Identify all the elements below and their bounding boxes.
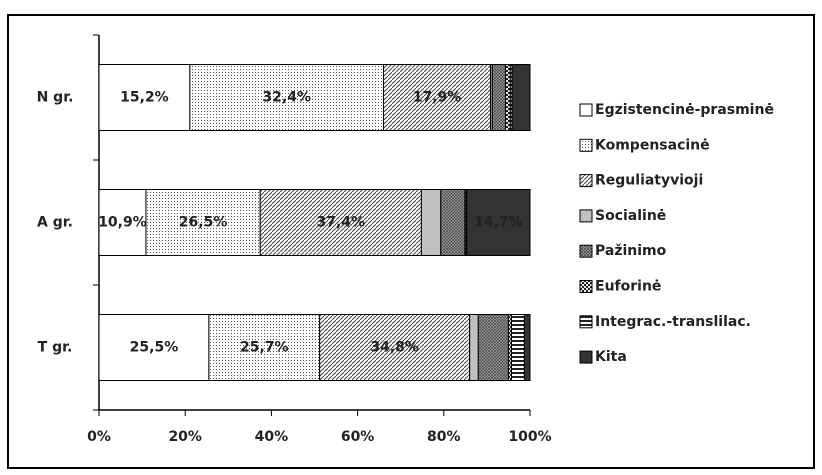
category-label: A gr. — [37, 215, 73, 231]
chart-frame — [7, 14, 815, 469]
bar-segment — [504, 64, 511, 131]
legend-swatch — [579, 174, 593, 188]
data-label: 32,4% — [262, 90, 311, 106]
data-label: 17,9% — [413, 90, 462, 106]
x-tick-label: 0% — [87, 429, 111, 445]
bar-segment — [511, 64, 531, 131]
bar-segment — [98, 189, 147, 256]
data-label: 14,7% — [474, 215, 523, 231]
data-label: 26,5% — [179, 215, 228, 231]
bar-segment — [383, 64, 492, 131]
x-tick-label: 100% — [508, 429, 551, 445]
legend-swatch — [579, 103, 593, 117]
bar-segment — [523, 314, 531, 381]
bar-segment — [510, 314, 525, 381]
bar-segment — [145, 189, 261, 256]
legend-swatch — [579, 315, 593, 329]
category-label: N gr. — [37, 90, 74, 106]
legend-label: Kita — [595, 349, 627, 365]
bar-segment — [259, 189, 422, 256]
legend-label: Socialinė — [595, 208, 666, 224]
data-label: 37,4% — [317, 215, 366, 231]
legend-label: Integrac.-translilac. — [595, 314, 751, 330]
bar-segment — [319, 314, 471, 381]
bar-segment — [420, 189, 442, 256]
legend-swatch — [579, 280, 593, 293]
x-tick-label: 80% — [427, 429, 461, 445]
category-label: T gr. — [38, 340, 73, 356]
data-label: 25,7% — [240, 340, 289, 356]
data-label: 15,2% — [120, 90, 169, 106]
data-label: 25,5% — [130, 340, 179, 356]
bar-segment — [477, 314, 509, 381]
legend-label: Kompensacinė — [595, 137, 710, 153]
bar-segment — [208, 314, 321, 381]
bar-segment — [98, 64, 191, 131]
legend-swatch — [579, 244, 593, 258]
x-tick-label: 40% — [255, 429, 289, 445]
bar-segment — [440, 189, 466, 256]
legend-label: Pažinimo — [595, 243, 667, 259]
bar-segment — [189, 64, 385, 131]
legend-label: Egzistencinė-prasminė — [595, 102, 774, 118]
legend-swatch — [579, 138, 593, 152]
bar-segment — [469, 314, 479, 381]
legend-swatch — [579, 350, 593, 364]
label-bg — [468, 212, 529, 233]
legend-label: Reguliatyvioji — [595, 173, 703, 189]
bar-segment — [491, 64, 506, 131]
data-label: 10,9% — [98, 215, 147, 231]
legend-swatch — [579, 209, 593, 223]
legend-label: Euforinė — [595, 279, 661, 295]
x-tick-label: 60% — [341, 429, 375, 445]
bar-segment — [98, 314, 210, 381]
data-label: 34,8% — [370, 340, 419, 356]
x-tick-label: 20% — [168, 429, 202, 445]
